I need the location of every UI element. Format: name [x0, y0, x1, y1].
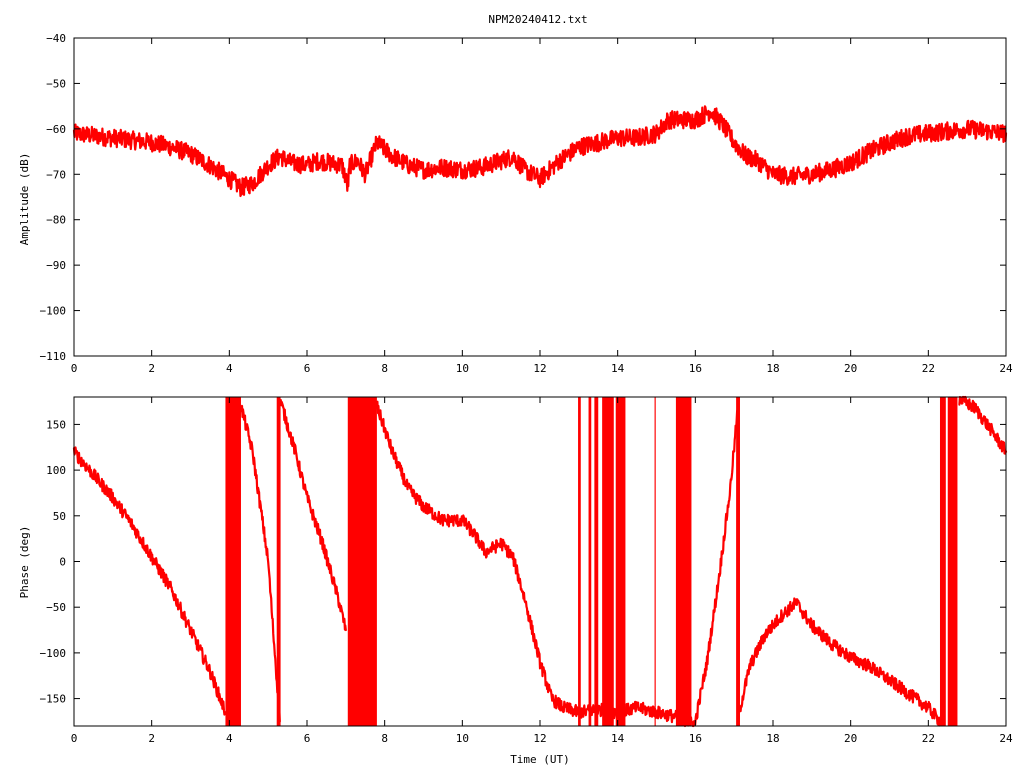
phase-line-4	[577, 700, 697, 728]
x-tick-label: 22	[922, 732, 935, 745]
x-tick-label: 2	[148, 732, 155, 745]
x-tick-label: 8	[381, 362, 388, 375]
x-tick-label: 22	[922, 362, 935, 375]
y-tick-label: −80	[46, 214, 66, 227]
chart-title: NPM20240412.txt	[488, 13, 587, 26]
amplitude-line-0	[72, 105, 1008, 198]
phase-wrap-band-1	[276, 397, 281, 726]
amplitude-series	[72, 105, 1008, 198]
phase-wrap-band-7	[615, 397, 626, 726]
phase-line-3	[375, 400, 580, 718]
y-tick-label: −100	[40, 305, 67, 318]
x-tick-label: 14	[611, 362, 625, 375]
y-tick-label: 50	[53, 510, 66, 523]
x-tick-label: 12	[533, 732, 546, 745]
y-tick-label: −50	[46, 601, 66, 614]
phase-panel: 0 2 4 6 8 10 12 14 16 18 20 22 24−150−100−5005010015…	[18, 395, 1013, 766]
x-tick-label: 0	[71, 732, 78, 745]
phase-plot-frame	[73, 396, 1007, 727]
x-tick-label: 6	[304, 362, 311, 375]
x-tick-label: 0	[71, 362, 78, 375]
phase-line-1	[239, 404, 281, 723]
amplitude-axes: 0 2 4 6 8 10 12 14 16 18 20 22 24−110−100−90−80−70−6…	[40, 32, 1013, 375]
phase-wrap-band-0	[225, 397, 241, 726]
phase-wrap-band-10	[736, 397, 740, 726]
phase-line-7	[958, 395, 1008, 455]
x-tick-label: 14	[611, 732, 625, 745]
y-tick-label: −150	[40, 693, 67, 706]
y-tick-label: 100	[46, 464, 66, 477]
x-tick-label: 18	[766, 362, 779, 375]
phase-series	[72, 395, 1008, 728]
phase-line-6	[737, 597, 942, 727]
phase-line-2	[278, 399, 347, 632]
x-tick-label: 24	[999, 362, 1013, 375]
x-tick-label: 20	[844, 362, 857, 375]
x-tick-label: 6	[304, 732, 311, 745]
x-tick-label: 10	[456, 362, 469, 375]
x-tick-label: 18	[766, 732, 779, 745]
y-tick-label: −40	[46, 32, 66, 45]
phase-line-0	[72, 446, 227, 716]
x-tick-label: 12	[533, 362, 546, 375]
x-tick-label: 24	[999, 732, 1013, 745]
y-tick-label: −110	[40, 350, 67, 363]
phase-wrap-band-8	[654, 397, 656, 726]
amplitude-y-axis-label: Amplitude (dB)	[18, 153, 31, 246]
y-tick-label: −70	[46, 168, 66, 181]
x-tick-label: 4	[226, 362, 233, 375]
y-tick-label: −60	[46, 123, 66, 136]
x-tick-label: 8	[381, 732, 388, 745]
phase-wrap-band-12	[947, 397, 958, 726]
phase-x-axis-label: Time (UT)	[510, 753, 570, 766]
phase-line-5	[694, 405, 740, 724]
phase-wrap-band-4	[588, 397, 592, 726]
x-tick-label: 10	[456, 732, 469, 745]
phase-wrap-band-11	[939, 397, 946, 726]
phase-axes: 0 2 4 6 8 10 12 14 16 18 20 22 24−150−100−5005010015…	[40, 397, 1013, 745]
x-tick-label: 16	[689, 362, 702, 375]
phase-wrap-band-6	[602, 397, 614, 726]
amplitude-panel: 0 2 4 6 8 10 12 14 16 18 20 22 24−110−100−90−80−70−6…	[18, 32, 1013, 375]
x-tick-label: 16	[689, 732, 702, 745]
phase-wrap-band-9	[675, 397, 692, 726]
amplitude-plot-frame	[73, 37, 1007, 357]
phase-y-axis-label: Phase (deg)	[18, 526, 31, 599]
y-tick-label: 150	[46, 418, 66, 431]
phase-wrap-band-2	[347, 397, 377, 726]
phase-wrap-band-5	[594, 397, 599, 726]
y-tick-label: −90	[46, 259, 66, 272]
y-tick-label: −100	[40, 647, 67, 660]
x-tick-label: 4	[226, 732, 233, 745]
x-tick-label: 20	[844, 732, 857, 745]
y-tick-label: −50	[46, 77, 66, 90]
x-tick-label: 2	[148, 362, 155, 375]
y-tick-label: 0	[59, 556, 66, 569]
phase-wrap-band-3	[578, 397, 581, 726]
